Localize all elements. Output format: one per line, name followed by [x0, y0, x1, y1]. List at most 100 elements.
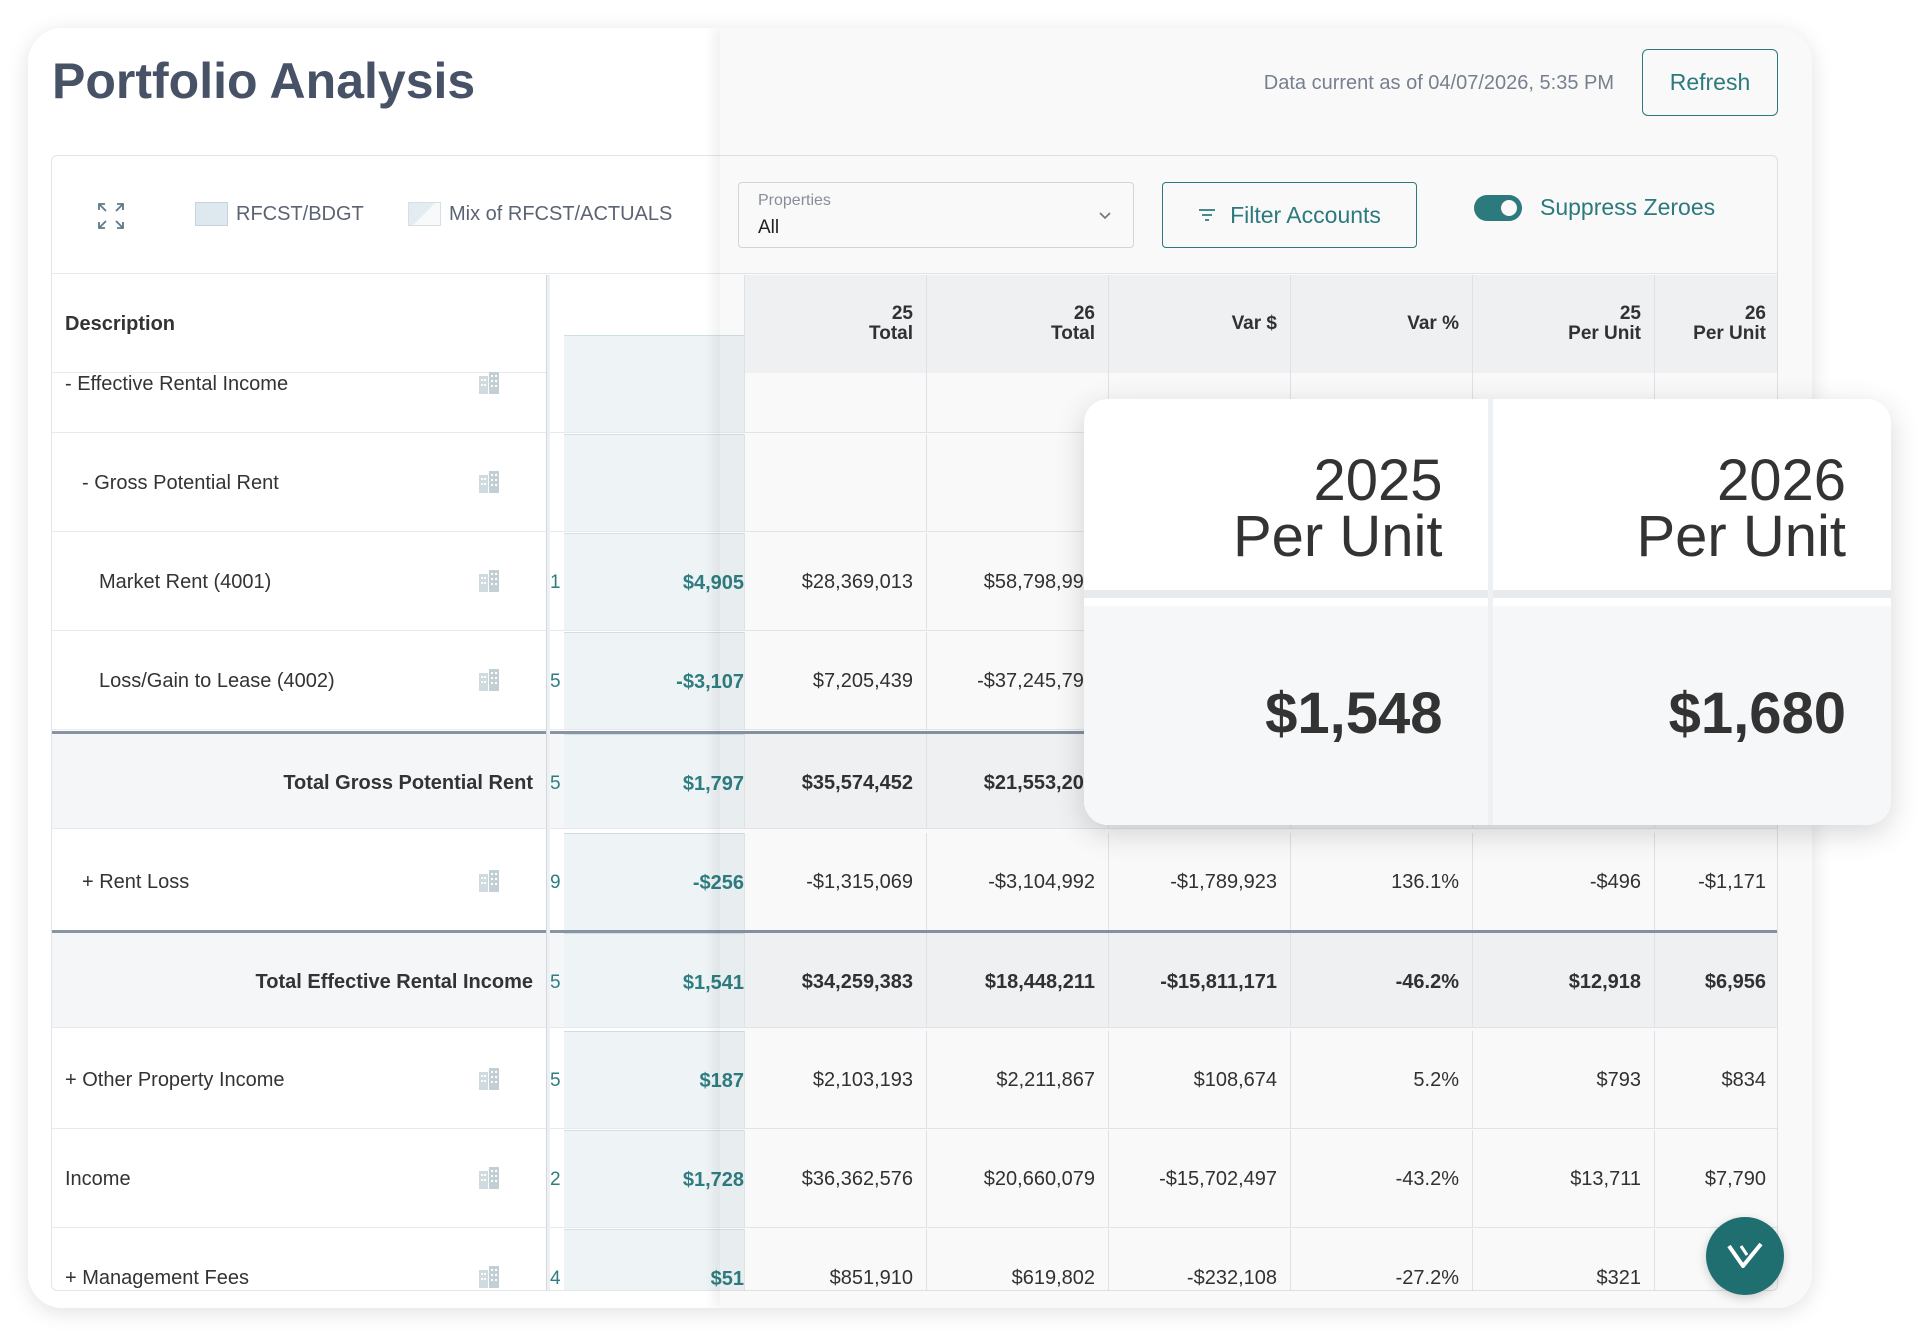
- row-partial-cell: 1: [550, 572, 561, 593]
- row-value-cell: 5.2%: [1290, 1031, 1472, 1128]
- column-header-4[interactable]: 25 Per Unit: [1472, 275, 1654, 373]
- row-description: Total Gross Potential Rent: [283, 772, 533, 794]
- legend-mix-label: Mix of RFCST/ACTUALS: [449, 202, 673, 225]
- row-description: - Effective Rental Income: [65, 373, 289, 395]
- row-description-cell[interactable]: + Rent Loss: [52, 833, 546, 930]
- suppress-zeroes-toggle[interactable]: [1474, 194, 1522, 221]
- row-value-cell: 136.1%: [1290, 833, 1472, 930]
- column-header-line1: 26: [1073, 303, 1095, 324]
- popover-col-2026: 2026 Per Unit $1,680: [1487, 399, 1891, 825]
- building-icon[interactable]: [477, 868, 501, 894]
- table-row[interactable]: + Management Fees 4 $51 $851,910 $619,802 -$2…: [52, 1229, 1777, 1290]
- building-icon[interactable]: [477, 370, 501, 396]
- row-description: + Other Property Income: [65, 1069, 285, 1091]
- row-description-cell[interactable]: Loss/Gain to Lease (4002): [52, 632, 546, 729]
- table-row[interactable]: Market Rent (4001) 1 $4,905 $28,369,013 $58,…: [52, 533, 1777, 631]
- column-header-2[interactable]: Var $: [1108, 275, 1290, 373]
- table-total-row[interactable]: Total Effective Rental Income 5 $1,541 $34,…: [52, 930, 1777, 1028]
- row-value-cell: -27.2%: [1290, 1229, 1472, 1290]
- row-value-cell: [1290, 335, 1472, 432]
- table-row[interactable]: - Gross Potential Rent: [52, 434, 1777, 532]
- legend-budget: RFCST/BDGT: [195, 202, 364, 226]
- building-icon[interactable]: [477, 1165, 501, 1191]
- row-value-cell: -$15,702,497: [1108, 1130, 1290, 1227]
- row-partial-cell: 9: [550, 872, 561, 893]
- column-header-line2: Per Unit: [1693, 323, 1766, 344]
- row-budget-cell: [564, 335, 744, 432]
- column-header-line1: 26: [1744, 303, 1766, 324]
- building-icon[interactable]: [477, 667, 501, 693]
- row-value-cell: $36,362,576: [744, 1130, 926, 1227]
- row-value-cell: $834: [1654, 1031, 1777, 1128]
- per-unit-popover: 2025 Per Unit $1,548 2026 Per Unit $1,68…: [1084, 399, 1891, 825]
- table-row[interactable]: + Other Property Income 5 $187 $2,103,193 $2…: [52, 1031, 1777, 1129]
- column-header-3[interactable]: Var %: [1290, 275, 1472, 373]
- row-budget-cell: $51: [564, 1229, 744, 1290]
- toggle-knob: [1501, 199, 1517, 216]
- row-value-cell: -43.2%: [1290, 1130, 1472, 1227]
- building-icon[interactable]: [477, 1264, 501, 1290]
- properties-select[interactable]: Properties All: [738, 182, 1134, 248]
- row-value-cell: $2,103,193: [744, 1031, 926, 1128]
- row-value-cell: $34,259,383: [744, 933, 926, 1027]
- row-value-cell: $58,798,998: [926, 533, 1108, 630]
- row-value-cell: [744, 335, 926, 432]
- row-budget-cell: [564, 434, 744, 531]
- suppress-zeroes-label: Suppress Zeroes: [1540, 194, 1716, 220]
- logo-v-button[interactable]: [1706, 1217, 1784, 1295]
- column-header-0[interactable]: 25 Total: [744, 275, 926, 373]
- popover-header-2025-label: Per Unit: [1232, 504, 1443, 569]
- row-description-cell[interactable]: - Gross Potential Rent: [52, 434, 546, 531]
- row-budget-cell: -$256: [564, 833, 744, 930]
- table-row[interactable]: + Rent Loss 9 -$256 -$1,315,069 -$3,104,992-…: [52, 833, 1777, 931]
- column-header-1[interactable]: 26 Total: [926, 275, 1108, 373]
- column-header-line2: Total: [1051, 323, 1095, 344]
- building-icon[interactable]: [477, 568, 501, 594]
- building-icon[interactable]: [477, 469, 501, 495]
- data-as-of-text: Data current as of 04/07/2026, 5:35 PM: [1263, 72, 1614, 94]
- row-value-cell: [926, 335, 1108, 432]
- row-value-cell: -46.2%: [1290, 933, 1472, 1027]
- row-description: + Rent Loss: [82, 871, 190, 893]
- row-description-cell[interactable]: + Other Property Income: [52, 1031, 546, 1128]
- column-header-description[interactable]: Description: [65, 313, 176, 335]
- properties-label: Properties: [758, 192, 831, 209]
- row-budget-cell: $1,797: [564, 734, 744, 828]
- building-icon[interactable]: [477, 1066, 501, 1092]
- column-header-line2: Total: [869, 323, 913, 344]
- row-value-cell: [1654, 335, 1777, 432]
- table-row[interactable]: Income 2 $1,728 $36,362,576 $20,660,079 -$15,…: [52, 1130, 1777, 1228]
- table-header-row: Description 25 Total 26 Total Var $ Var % 25 Pe…: [52, 275, 1777, 373]
- column-header-5[interactable]: 26 Per Unit: [1654, 275, 1777, 373]
- table-row[interactable]: Loss/Gain to Lease (4002) 5 -$3,107 $7,205,…: [52, 632, 1777, 730]
- popover-header-2026: 2026 Per Unit: [1492, 399, 1891, 598]
- row-partial-cell: [550, 434, 564, 531]
- row-value-cell: $18,448,211: [926, 933, 1108, 1027]
- table-row[interactable]: - Effective Rental Income: [52, 335, 1777, 433]
- frozen-column-divider[interactable]: [546, 275, 550, 1290]
- legend-budget-swatch: [195, 202, 228, 226]
- row-value-cell: [1472, 335, 1654, 432]
- row-value-cell: $28,369,013: [744, 533, 926, 630]
- row-value-cell: -$1,789,923: [1108, 833, 1290, 930]
- expand-arrows-icon[interactable]: [96, 201, 126, 231]
- row-budget-cell: -$3,107: [564, 632, 744, 729]
- row-description: + Management Fees: [65, 1267, 249, 1289]
- row-description: Loss/Gain to Lease (4002): [99, 670, 335, 692]
- refresh-button[interactable]: Refresh: [1642, 49, 1778, 116]
- row-description-cell[interactable]: + Management Fees: [52, 1229, 546, 1290]
- legend-budget-label: RFCST/BDGT: [236, 202, 364, 225]
- row-value-cell: $793: [1472, 1031, 1654, 1128]
- popover-header-2026-label: Per Unit: [1636, 504, 1846, 569]
- row-value-cell: [744, 434, 926, 531]
- row-description-cell[interactable]: Income: [52, 1130, 546, 1227]
- row-description-cell[interactable]: Total Gross Potential Rent: [52, 734, 546, 828]
- filter-accounts-button[interactable]: Filter Accounts: [1162, 182, 1417, 248]
- row-value-cell: $7,205,439: [744, 632, 926, 729]
- row-value-cell: $2,211,867: [926, 1031, 1108, 1128]
- row-description-cell[interactable]: Market Rent (4001): [52, 533, 546, 630]
- row-description-cell[interactable]: Total Effective Rental Income: [52, 933, 546, 1027]
- row-description-cell[interactable]: - Effective Rental Income: [52, 335, 546, 432]
- row-value-cell: $321: [1472, 1229, 1654, 1290]
- legend-mix: Mix of RFCST/ACTUALS: [408, 202, 672, 226]
